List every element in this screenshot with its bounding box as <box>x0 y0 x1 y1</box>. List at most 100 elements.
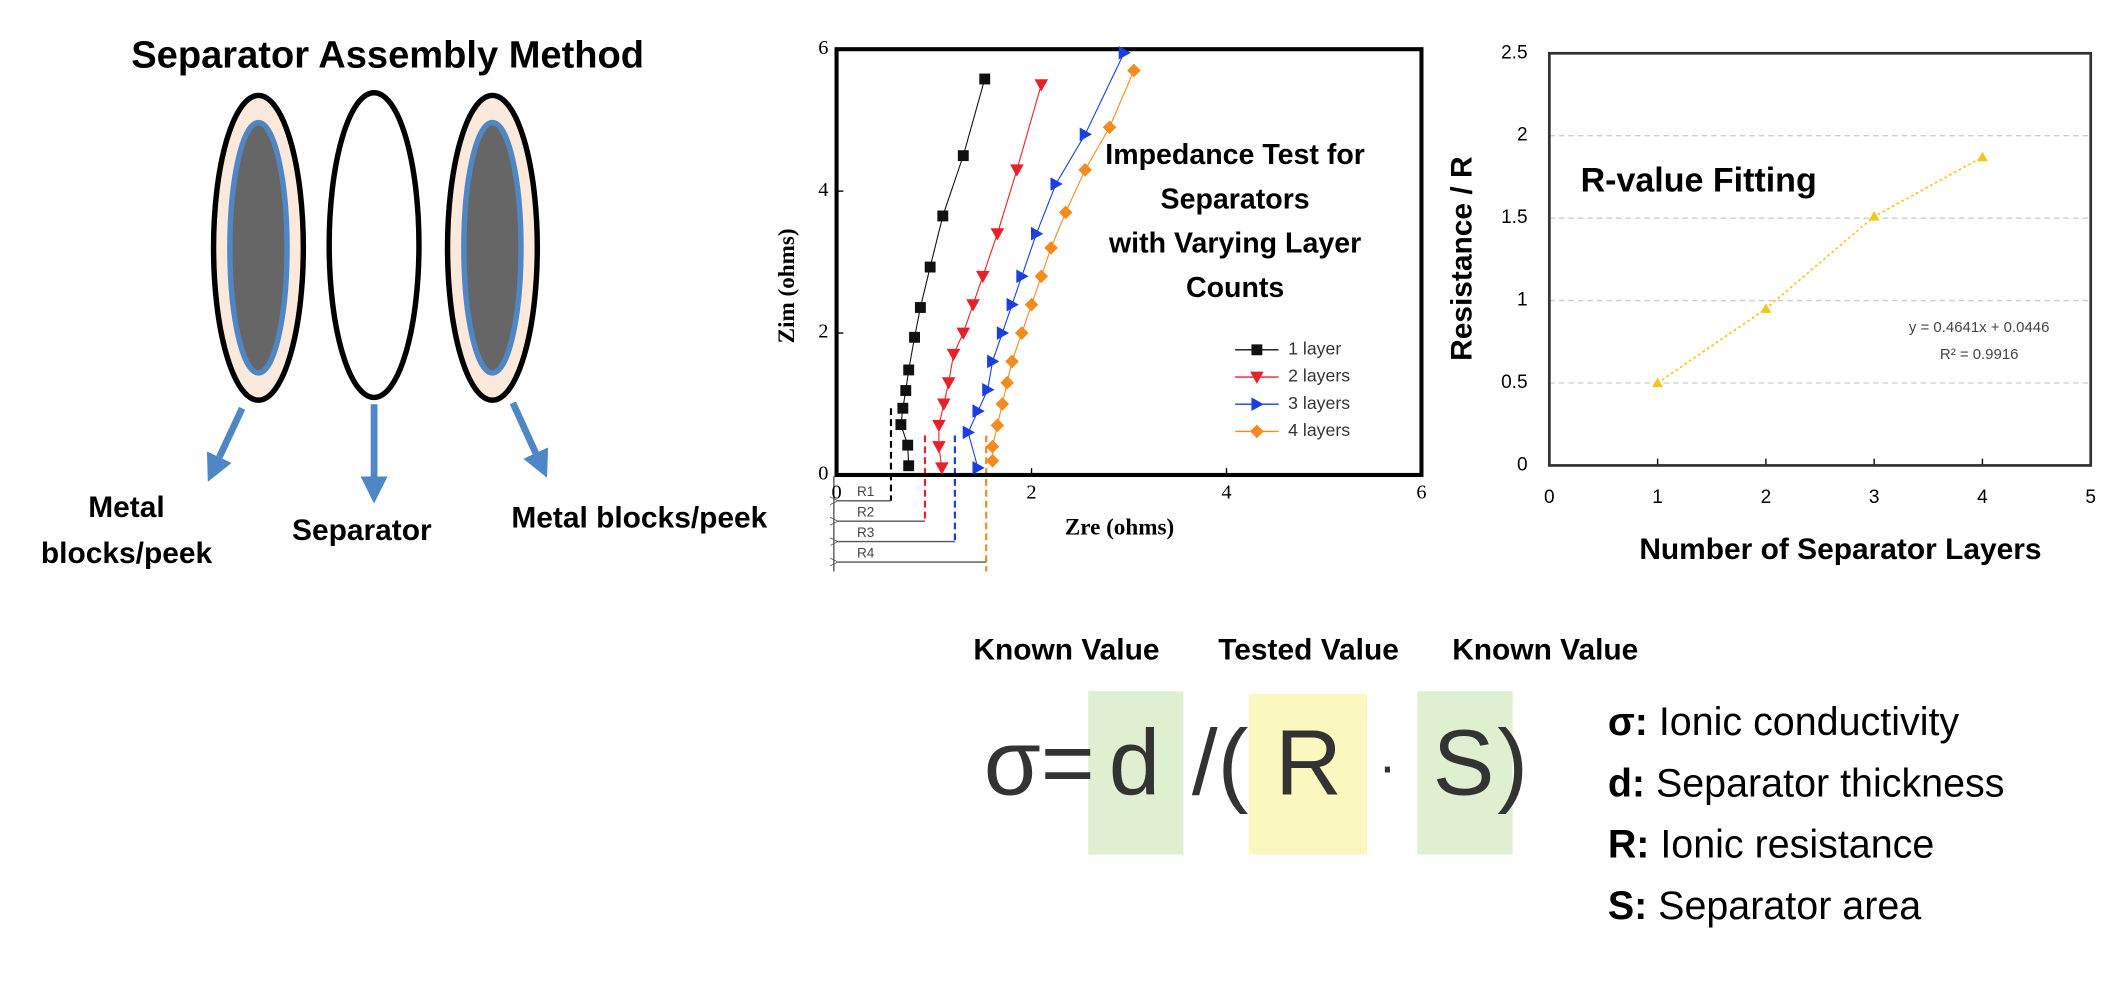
definition-key: S: <box>1608 884 1647 928</box>
point <box>902 439 914 451</box>
y-tick-label: 2 <box>818 321 828 343</box>
point <box>956 327 971 340</box>
point <box>900 385 912 396</box>
label: blocks/peek <box>41 537 213 570</box>
definition-key: d: <box>1608 762 1645 806</box>
point <box>1000 375 1014 390</box>
assembly-title: Separator Assembly Method <box>131 34 644 76</box>
point <box>937 210 949 222</box>
y-tick-label: 2.5 <box>1501 42 1527 63</box>
r-label: R4 <box>857 545 875 560</box>
point <box>962 425 975 440</box>
point <box>1050 177 1063 191</box>
x-tick-label: 0 <box>831 482 841 504</box>
x-tick-label: 3 <box>1869 487 1880 508</box>
formula-boxes <box>1088 691 1513 855</box>
point <box>1250 371 1264 384</box>
chart-annotation: with Varying Layer <box>1108 228 1361 260</box>
x-axis-label: Number of Separator Layers <box>1639 533 2041 566</box>
point <box>1118 45 1131 60</box>
x-tick-label: 4 <box>1977 487 1988 508</box>
definition-text: Separator thickness <box>1656 762 2005 806</box>
x-tick-label: 1 <box>1652 487 1663 508</box>
point <box>1251 397 1264 412</box>
point <box>987 354 1000 369</box>
point <box>935 462 949 475</box>
point <box>1044 241 1058 255</box>
series-line <box>967 52 1125 469</box>
point <box>979 73 991 85</box>
assembly-drawing <box>206 90 549 504</box>
formula-part: S <box>1433 711 1495 815</box>
x-tick-label: 2 <box>1026 482 1036 504</box>
point <box>1034 269 1049 284</box>
point <box>1868 211 1880 221</box>
point <box>995 397 1010 411</box>
point <box>957 150 969 162</box>
y-tick-label: 6 <box>818 37 828 59</box>
point <box>985 453 1000 468</box>
point <box>1034 79 1049 92</box>
point <box>975 270 990 284</box>
r-guides <box>889 408 988 572</box>
r-arrows <box>834 476 987 572</box>
point <box>1016 269 1029 284</box>
point <box>1005 354 1019 369</box>
point <box>1058 205 1073 220</box>
y-axis-label: Resistance / R <box>1446 156 1479 360</box>
fit-r2: R² = 0.9916 <box>1940 346 2019 363</box>
formula-part: ) <box>1497 711 1528 815</box>
formula-label: Known Value <box>1452 634 1638 667</box>
y-tick-label: 2 <box>1517 125 1528 146</box>
chart-title: R-value Fitting <box>1581 161 1817 199</box>
point <box>914 302 926 313</box>
point <box>1006 297 1019 312</box>
point <box>1976 151 1988 162</box>
point <box>966 299 980 312</box>
formula-part: /( <box>1192 711 1249 815</box>
point <box>903 364 915 376</box>
chart-annotation: Separators <box>1161 183 1310 215</box>
legend-label: 4 layers <box>1288 420 1350 440</box>
point <box>941 377 956 390</box>
formula-part: d <box>1109 711 1160 815</box>
point <box>972 461 985 475</box>
point <box>946 348 961 362</box>
legend-label: 1 layer <box>1288 338 1341 358</box>
y-tick-label: 1.5 <box>1501 207 1527 228</box>
definition-key: σ: <box>1608 701 1648 745</box>
point <box>1030 226 1044 241</box>
point <box>1250 424 1264 439</box>
y-tick-label: 0 <box>818 463 828 485</box>
point <box>897 402 909 414</box>
point <box>996 326 1010 340</box>
definition-key: R: <box>1608 823 1650 867</box>
point <box>903 460 915 472</box>
formula-part: · <box>1378 736 1396 797</box>
point <box>1014 326 1029 340</box>
label: Metal <box>88 491 164 524</box>
definition: R: Ionic resistance <box>1608 823 1935 867</box>
point <box>1010 164 1024 177</box>
point <box>972 404 985 418</box>
chart-annotation: Counts <box>1186 272 1284 304</box>
formula-label: Tested Value <box>1218 634 1399 667</box>
plot-frame <box>1547 51 2093 467</box>
point <box>924 261 936 273</box>
point <box>936 398 951 411</box>
point <box>990 228 1005 241</box>
point <box>909 331 920 343</box>
x-tick-label: 0 <box>1544 487 1555 508</box>
formula-part: σ= <box>984 711 1095 815</box>
point <box>1251 344 1263 356</box>
legend-label: 3 layers <box>1288 393 1350 413</box>
x-tick-label: 2 <box>1761 487 1772 508</box>
x-axis-label: Zre (ohms) <box>1065 515 1174 541</box>
point <box>1079 127 1092 142</box>
plot-frame <box>834 47 1424 477</box>
definition: σ: Ionic conductivity <box>1608 701 1960 745</box>
point <box>1024 297 1039 312</box>
formula-label: Known Value <box>973 634 1159 667</box>
y-tick-label: 4 <box>818 179 828 201</box>
